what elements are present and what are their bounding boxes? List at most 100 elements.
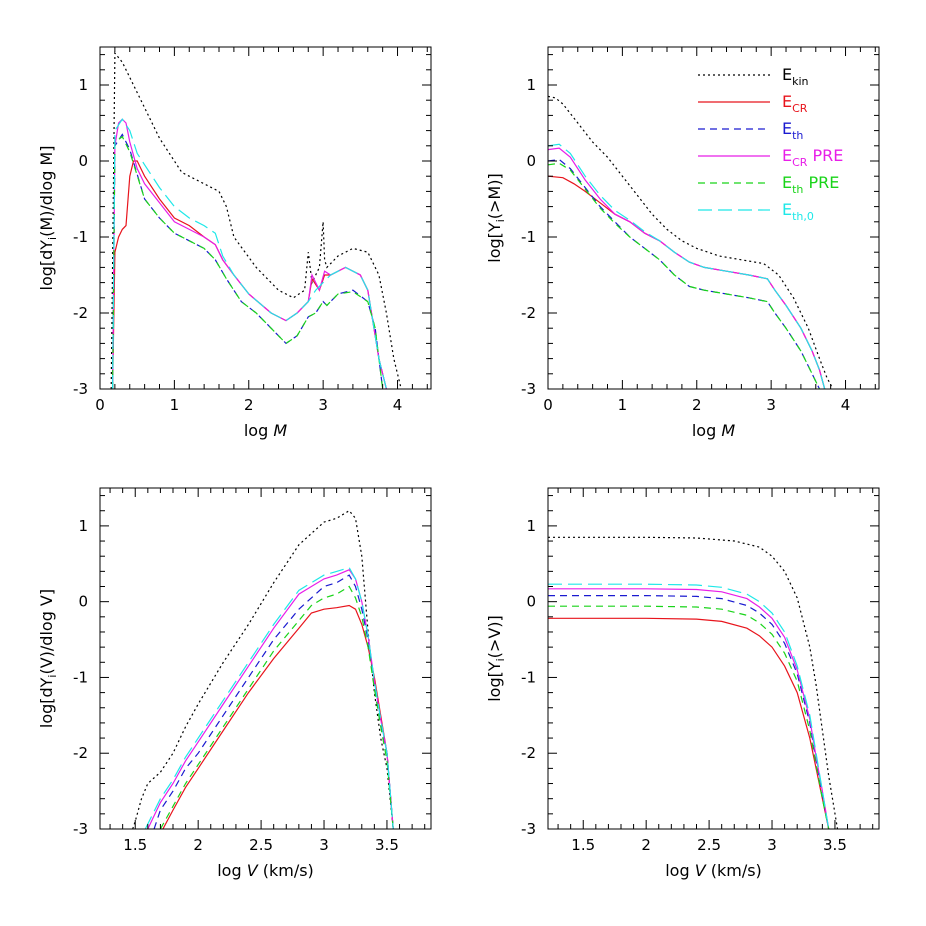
y-tick-label: -3 [521, 380, 536, 398]
x-tick-label: 1.5 [123, 836, 147, 854]
legend-entry-ECR_PRE: ECR PRE [698, 146, 843, 169]
series-group [548, 536, 839, 829]
y-tick-label: -3 [73, 820, 88, 838]
series-group [110, 51, 402, 389]
x-axis-label-log: log [692, 421, 721, 440]
x-tick-label: 4 [841, 396, 851, 414]
series-line-Ekin [132, 509, 394, 829]
legend-label: Eth [782, 119, 803, 142]
x-tick-label: 3 [318, 396, 328, 414]
x-axis-label-log: log [244, 421, 273, 440]
legend-label-main: E [782, 200, 792, 219]
y-axis-label-sub: i [494, 219, 507, 222]
series-line-Eth_PRE [548, 162, 821, 389]
series-line-ECR [548, 617, 830, 829]
series-line-Eth0 [548, 143, 826, 389]
y-tick-label: 0 [78, 593, 88, 611]
legend-label-sub: th [792, 129, 803, 142]
x-tick-label: 2 [193, 836, 203, 854]
y-tick-label: -2 [521, 744, 536, 762]
legend-label-sub: th,0 [792, 210, 814, 223]
legend-label: ECR PRE [782, 146, 843, 169]
legend-entry-Eth0: Eth,0 [698, 200, 814, 223]
legend-label-sub: th [792, 183, 803, 196]
y-axis-label: log[Yi(>V)] [485, 615, 507, 702]
y-axis-label-sub: i [46, 675, 59, 678]
legend-label: Eth,0 [782, 200, 814, 223]
legend-entry-Eth: Eth [698, 119, 803, 142]
series-line-Eth0 [548, 583, 830, 829]
series-line-Eth_PRE [159, 585, 394, 829]
x-axis-label-var: V [695, 861, 707, 880]
x-tick-label: 0 [95, 396, 105, 414]
y-tick-label: -1 [521, 228, 536, 246]
legend-label-sub: CR [792, 156, 808, 169]
x-tick-label: 2.5 [249, 836, 273, 854]
x-tick-label: 4 [393, 396, 403, 414]
legend-label-sub: CR [792, 102, 808, 115]
series-line-Eth [153, 574, 394, 829]
y-tick-label: 1 [78, 76, 88, 94]
series-group [548, 95, 834, 389]
series-line-Eth0 [144, 566, 394, 829]
x-axis-label: log V (km/s) [217, 861, 314, 880]
y-tick-label: -3 [521, 820, 536, 838]
x-axis-label-var: V [247, 861, 259, 880]
y-axis-label-sub: i [494, 658, 507, 661]
panel-bottom-right: 1.5 2 2.5 3 3.5 1 0 -1 -2 -3 log V (km/s) log[Yi(>V… [485, 487, 880, 880]
x-axis-label-log: log [217, 861, 246, 880]
x-tick-label: 1 [170, 396, 180, 414]
y-axis-label-part: (>M)] [485, 173, 504, 219]
y-tick-label: 0 [526, 593, 536, 611]
y-axis-label: log[dYi(V)/dlog V] [37, 589, 59, 728]
y-axis-label-part: (M)/dlog M] [37, 146, 56, 237]
legend-label-sub: kin [792, 75, 808, 88]
x-tick-label: 2 [692, 396, 702, 414]
y-axis-label-part: (V)/dlog V] [37, 589, 56, 675]
series-line-Eth_PRE [548, 605, 830, 829]
x-axis-label-var: M [721, 421, 735, 440]
y-axis-label-sub: i [46, 237, 59, 240]
legend-label: Eth PRE [782, 173, 839, 196]
x-tick-label: 3.5 [375, 836, 399, 854]
plot-frame [99, 487, 432, 830]
x-tick-label: 2 [244, 396, 254, 414]
y-tick-label: 1 [78, 517, 88, 535]
legend-label: ECR [782, 92, 808, 115]
y-axis-label-part: log[Y [485, 661, 504, 702]
y-tick-label: 1 [526, 517, 536, 535]
plot-frame [547, 46, 880, 390]
legend-label-suffix: PRE [803, 173, 839, 192]
y-tick-label: -1 [73, 228, 88, 246]
x-axis-label-var: M [273, 421, 287, 440]
x-axis-label-log: log [665, 861, 694, 880]
legend-entry-ECR: ECR [698, 92, 808, 115]
x-tick-label: 0 [543, 396, 553, 414]
panel-bottom-left: 1.5 2 2.5 3 3.5 1 0 -1 -2 -3 log V (km/s) log[dYi(V… [37, 487, 432, 880]
y-tick-label: -3 [73, 380, 88, 398]
plot-frame [99, 46, 432, 390]
legend-label-main: E [782, 92, 792, 111]
series-group [132, 509, 394, 829]
y-axis-label: log[dYi(M)/dlog M] [37, 146, 59, 291]
y-tick-label: -2 [73, 744, 88, 762]
y-tick-label: 0 [526, 152, 536, 170]
x-tick-label: 3.5 [823, 836, 847, 854]
x-tick-label: 3 [766, 396, 776, 414]
legend-label-main: E [782, 173, 792, 192]
x-tick-label: 1 [618, 396, 628, 414]
legend-entry-Eth_PRE: Eth PRE [698, 173, 839, 196]
x-axis-label-unit: (km/s) [706, 861, 762, 880]
legend-label-main: E [782, 65, 792, 84]
x-tick-label: 3 [767, 836, 777, 854]
x-axis-label: log M [692, 421, 735, 440]
legend-entry-Ekin: Ekin [698, 65, 809, 88]
series-line-Eth0 [112, 118, 387, 389]
y-tick-label: 0 [78, 152, 88, 170]
legend-label-main: E [782, 119, 792, 138]
legend-label-suffix: PRE [807, 146, 843, 165]
